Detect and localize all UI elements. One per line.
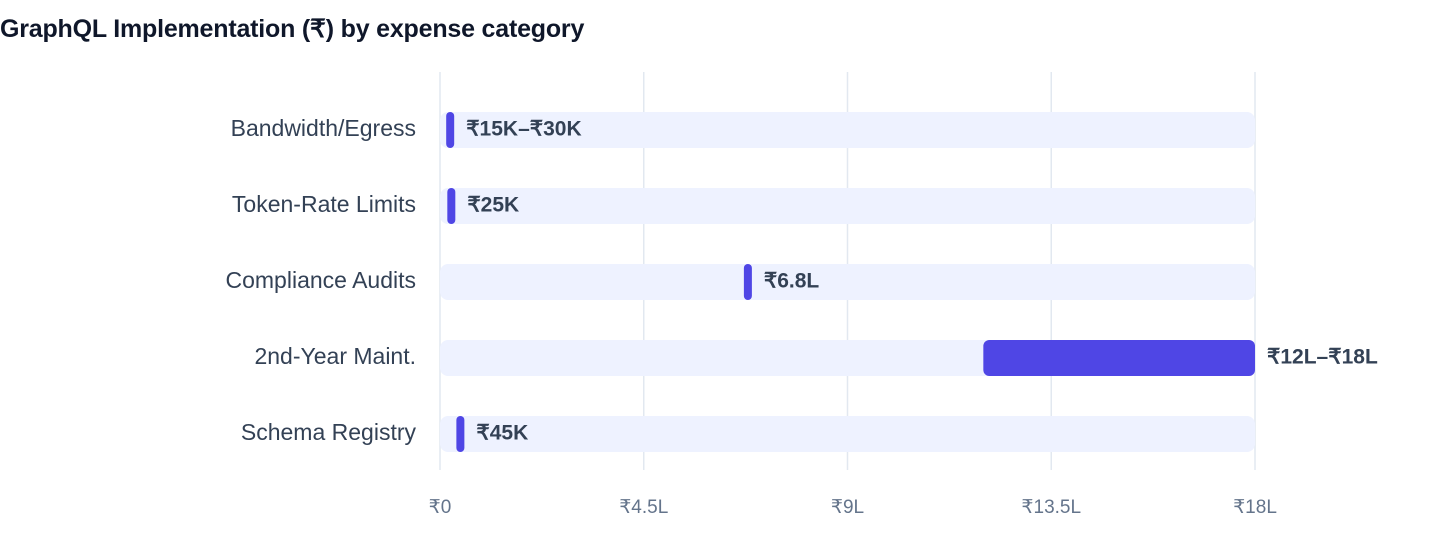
bar-track	[440, 188, 1255, 224]
category-label: Bandwidth/Egress	[231, 115, 416, 141]
bar-schema-registry	[456, 416, 465, 452]
data-label: ₹12L–₹18L	[1267, 346, 1378, 369]
bar-track	[440, 112, 1255, 148]
bar-bandwidth-egress	[446, 112, 455, 148]
bar-2nd-year-maint	[983, 340, 1255, 376]
x-tick-label: ₹13.5L	[1021, 497, 1081, 518]
data-labels: ₹15K–₹30K ₹25K ₹6.8L ₹12L–₹18L ₹45K	[466, 118, 1378, 445]
chart-title: GraphQL Implementation (₹) by expense ca…	[0, 15, 585, 43]
category-labels: Bandwidth/Egress Token-Rate Limits Complia…	[226, 115, 417, 445]
category-label: 2nd-Year Maint.	[254, 343, 416, 369]
x-tick-label: ₹18L	[1233, 497, 1277, 518]
bar-token-rate-limits	[447, 188, 456, 224]
data-label: ₹6.8L	[764, 270, 820, 293]
category-label: Schema Registry	[241, 419, 417, 445]
data-label: ₹15K–₹30K	[466, 118, 581, 141]
bar-track	[440, 416, 1255, 452]
x-tick-label: ₹0	[429, 497, 452, 518]
data-label: ₹25K	[467, 194, 519, 217]
bar-track	[440, 264, 1255, 300]
bars	[446, 112, 1255, 452]
x-tick-label: ₹9L	[831, 497, 864, 518]
x-tick-label: ₹4.5L	[619, 497, 668, 518]
bar-compliance-audits	[743, 264, 752, 300]
category-label: Token-Rate Limits	[232, 191, 416, 217]
x-axis-ticks: ₹0 ₹4.5L ₹9L ₹13.5L ₹18L	[429, 497, 1277, 518]
data-label: ₹45K	[476, 422, 528, 445]
category-label: Compliance Audits	[226, 267, 417, 293]
